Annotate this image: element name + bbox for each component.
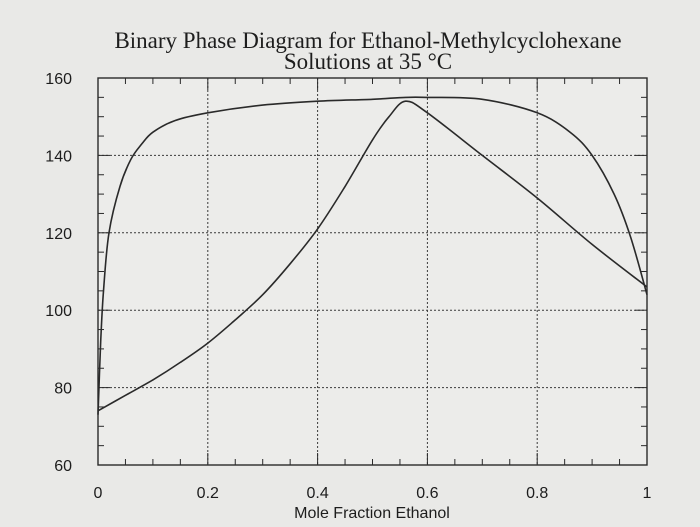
chart-title: Binary Phase Diagram for Ethanol-Methylc… xyxy=(114,28,621,53)
plot-frame xyxy=(97,77,648,466)
minor-ticks xyxy=(98,78,647,465)
liquid-curve xyxy=(97,100,648,412)
vapor-curve xyxy=(97,96,648,415)
x-tick-label: 0.2 xyxy=(197,485,219,502)
grid-lines xyxy=(98,78,647,465)
curves xyxy=(97,96,648,415)
x-tick-label: 0.4 xyxy=(306,485,328,502)
chart-subtitle: Solutions at 35 °C xyxy=(284,49,452,74)
x-tick-label: 0.8 xyxy=(526,485,548,502)
x-axis-label: Mole Fraction Ethanol xyxy=(294,505,450,522)
y-tick-label: 80 xyxy=(54,381,72,398)
y-tick-label: 120 xyxy=(45,226,72,243)
y-tick-label: 60 xyxy=(54,458,72,475)
y-tick-labels: 60 80 100 120 140 160 xyxy=(45,71,72,475)
x-tick-labels: 0 0.2 0.4 0.6 0.8 1 xyxy=(94,485,652,502)
y-tick-label: 160 xyxy=(45,71,72,88)
y-tick-label: 140 xyxy=(45,148,72,165)
x-tick-label: 0 xyxy=(94,485,103,502)
x-tick-label: 1 xyxy=(643,485,652,502)
x-tick-label: 0.6 xyxy=(416,485,438,502)
y-tick-label: 100 xyxy=(45,303,72,320)
